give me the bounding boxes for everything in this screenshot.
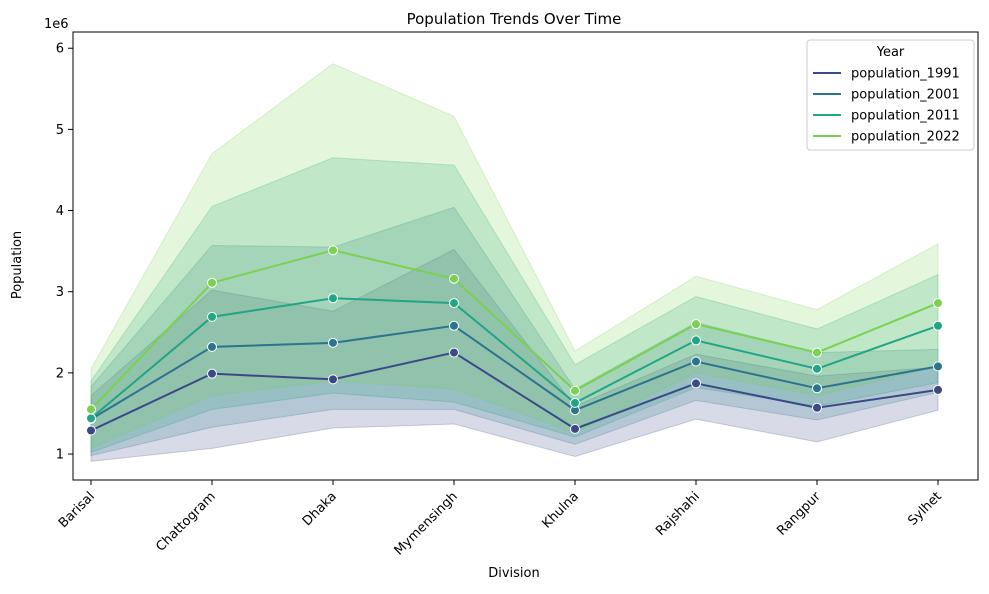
x-tick-label-rajshahi: Rajshahi xyxy=(653,489,703,539)
line-population_2011 xyxy=(90,297,939,420)
x-tick-label-chattogram: Chattogram xyxy=(153,489,219,555)
legend-label-population_1991: population_1991 xyxy=(851,67,960,82)
point-population_1991-khulna xyxy=(570,423,580,434)
y-axis-label: Population xyxy=(10,231,25,299)
point-population_1991-dhaka xyxy=(328,374,338,385)
x-tick-label-barisal: Barisal xyxy=(56,489,98,531)
y-tick-label: 1 xyxy=(56,448,64,463)
line-population_2022 xyxy=(90,249,939,411)
legend-label-population_2022: population_2022 xyxy=(851,130,960,145)
point-population_2022-dhaka xyxy=(328,245,338,256)
y-offset-label: 1e6 xyxy=(44,17,69,32)
point-population_2011-mymensingh xyxy=(449,298,459,309)
x-tick-label-mymensingh: Mymensingh xyxy=(392,489,461,558)
point-population_2011-sylhet xyxy=(933,320,943,331)
legend: Year population_1991 population_2001popula… xyxy=(806,39,975,151)
point-population_1991-barisal xyxy=(86,425,96,436)
y-tick-label: 4 xyxy=(56,204,64,219)
point-population_2022-sylhet xyxy=(933,298,943,309)
point-population_1991-chattogram xyxy=(207,368,217,379)
point-population_2022-chattogram xyxy=(207,277,217,288)
point-population_2001-dhaka xyxy=(328,337,338,348)
y-tick-label: 2 xyxy=(56,366,64,381)
legend-title: Year xyxy=(876,45,905,60)
point-population_2022-barisal xyxy=(86,404,96,415)
chart-title: Population Trends Over Time xyxy=(407,10,622,28)
legend-box xyxy=(806,39,975,151)
point-population_2001-sylhet xyxy=(933,361,943,372)
x-tick-label-dhaka: Dhaka xyxy=(300,489,340,529)
point-population_2001-rangpur xyxy=(812,383,822,394)
plot-frame xyxy=(72,31,979,481)
point-population_1991-sylhet xyxy=(933,384,943,395)
series-markers xyxy=(86,245,943,436)
y-tick-label: 6 xyxy=(56,42,64,57)
line-population_2001 xyxy=(90,324,939,420)
point-population_2011-khulna xyxy=(570,397,580,408)
line-population_1991 xyxy=(90,351,939,432)
point-population_2001-mymensingh xyxy=(449,320,459,331)
point-population_2001-chattogram xyxy=(207,341,217,352)
point-population_1991-mymensingh xyxy=(449,347,459,358)
point-population_2011-rajshahi xyxy=(691,335,701,346)
legend-label-population_2001: population_2001 xyxy=(851,88,960,103)
point-population_2011-barisal xyxy=(86,413,96,424)
point-population_2022-mymensingh xyxy=(449,273,459,284)
point-population_2001-rajshahi xyxy=(691,356,701,367)
x-tick-label-sylhet: Sylhet xyxy=(905,489,945,529)
point-population_2011-chattogram xyxy=(207,311,217,322)
legend-label-population_2011: population_2011 xyxy=(851,109,960,124)
point-population_2011-rangpur xyxy=(812,363,822,374)
point-population_2011-dhaka xyxy=(328,293,338,304)
x-tick-label-rangpur: Rangpur xyxy=(774,489,824,539)
point-population_1991-rangpur xyxy=(812,402,822,413)
x-tick-label-khulna: Khulna xyxy=(540,489,582,531)
point-population_1991-rajshahi xyxy=(691,378,701,389)
x-axis-label: Division xyxy=(488,566,540,581)
y-tick-label: 5 xyxy=(56,123,64,138)
point-population_2022-khulna xyxy=(570,385,580,396)
series-lines xyxy=(90,249,939,432)
point-population_2022-rajshahi xyxy=(691,319,701,330)
y-tick-label: 3 xyxy=(56,285,64,300)
point-population_2022-rangpur xyxy=(812,347,822,358)
